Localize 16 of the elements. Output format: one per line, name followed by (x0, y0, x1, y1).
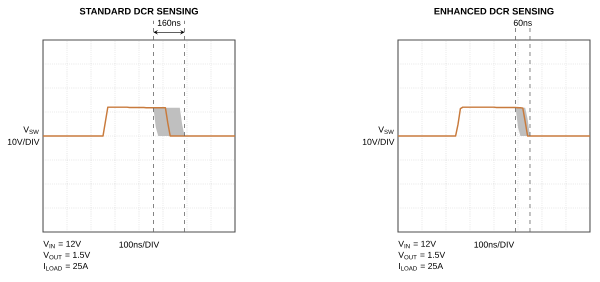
text: V$_{OUT}$ = 1.5V (398, 252, 446, 260)
text: V$_{OUT}$ = 1.5V (43, 252, 90, 260)
text: I$_{LOAD}$ = 25A (399, 262, 444, 271)
text: 100ns/DIV (119, 241, 160, 248)
text: 160ns (158, 20, 180, 26)
text: V$_{IN}$ = 12V (398, 240, 436, 248)
text: 100ns/DIV (474, 241, 514, 248)
y-axis-title: V$_{SW}$ (378, 126, 394, 134)
text: 10V/DIV (8, 138, 40, 145)
text: 10V/DIV (362, 138, 394, 145)
chart-title: ENHANCED DCR SENSING (434, 8, 554, 14)
text: 60ns (514, 20, 532, 26)
y-axis-title: V$_{SW}$ (23, 126, 39, 134)
text: I$_{LOAD}$ = 25A (44, 262, 88, 271)
chart-title: STANDARD DCR SENSING (80, 8, 198, 14)
text: V$_{IN}$ = 12V (43, 240, 82, 248)
